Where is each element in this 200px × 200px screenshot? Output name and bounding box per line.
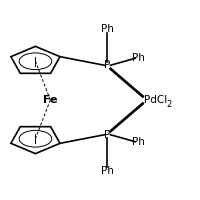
Text: P: P: [104, 60, 110, 70]
Text: Fe: Fe: [43, 95, 58, 105]
Text: Ph: Ph: [101, 24, 113, 34]
Text: Ph: Ph: [132, 137, 145, 147]
Text: PdCl: PdCl: [144, 95, 167, 105]
Text: P: P: [104, 130, 110, 140]
Text: 2: 2: [167, 100, 172, 109]
Text: Ph: Ph: [101, 166, 113, 176]
Text: Ph: Ph: [132, 53, 145, 63]
